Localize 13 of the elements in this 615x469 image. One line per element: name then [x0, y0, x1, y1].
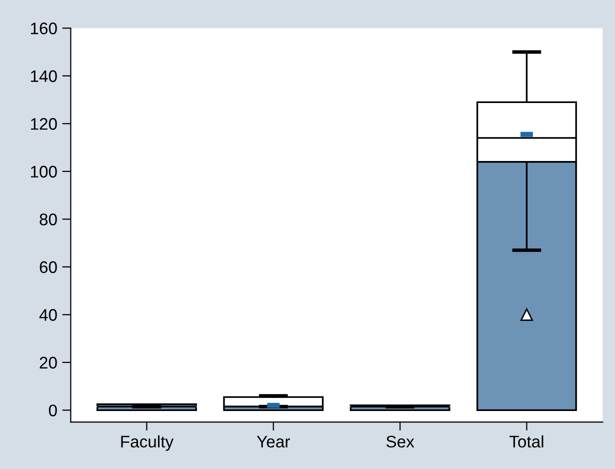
x-tick-label: Total — [509, 435, 544, 448]
y-tick-label: 120 — [30, 118, 57, 130]
y-tick-label: 160 — [30, 22, 57, 34]
x-tick-label: Year — [256, 436, 290, 448]
y-tick-label: 40 — [39, 309, 57, 321]
y-tick-label: 0 — [48, 404, 57, 416]
y-tick-label: 100 — [30, 166, 57, 178]
y-tick-label: 80 — [40, 214, 57, 226]
y-tick-label: 140 — [30, 70, 57, 82]
y-tick-label: 20 — [40, 356, 57, 369]
x-tick-label: Sex — [386, 436, 414, 448]
y-tick-label: 60 — [40, 261, 57, 274]
x-tick-label: Faculty — [121, 435, 174, 451]
